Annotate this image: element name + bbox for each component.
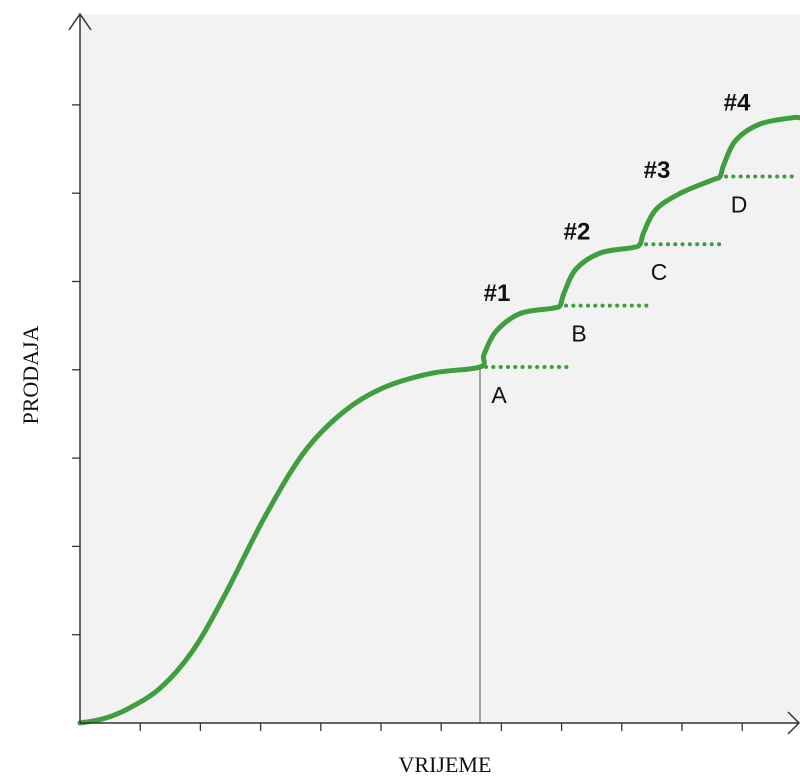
y-axis-arrow-icon [68, 12, 92, 31]
launch-label: #1 [484, 280, 511, 307]
y-axis [68, 12, 92, 723]
y-ticks [72, 104, 80, 636]
launch-label: #3 [644, 157, 671, 184]
point-label: D [731, 192, 748, 218]
dotted-baselines [484, 174, 800, 369]
x-axis-label: VRIJEME [399, 752, 492, 777]
sales-curve [77, 114, 800, 726]
y-axis-label: PRODAJA [18, 325, 43, 424]
x-axis [80, 711, 800, 735]
point-label: A [491, 382, 507, 408]
launch-label: #2 [564, 219, 591, 246]
x-ticks [139, 723, 743, 731]
point-label: B [571, 321, 586, 347]
launch-labels: #1 #2 #3 #4 [484, 90, 751, 308]
launch-label: #4 [724, 90, 751, 117]
point-labels: A B C D [491, 192, 747, 409]
x-axis-arrow-icon [787, 711, 800, 735]
plot-background [80, 14, 800, 723]
point-label: C [651, 259, 668, 285]
